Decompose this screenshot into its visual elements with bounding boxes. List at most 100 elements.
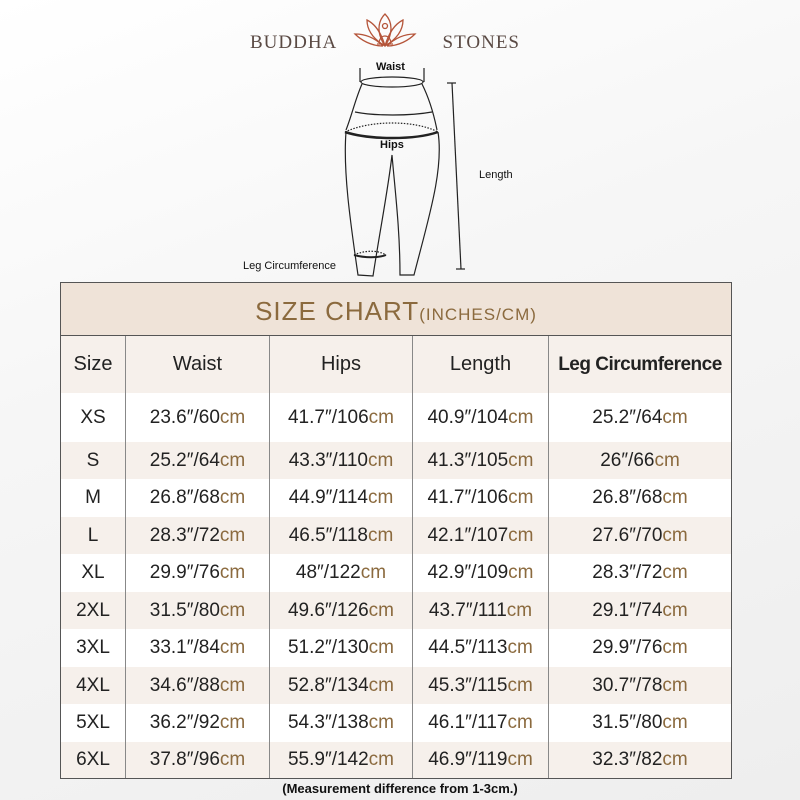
unit-cm: cm (219, 599, 246, 621)
table-row: 3XL 33.1″/84 cm 51.2″/130 cm 44.5″/113 cm 29.9″… (61, 629, 731, 667)
unit-cm: cm (219, 562, 246, 583)
length-cell: 42.1″/107 cm (413, 517, 549, 554)
length-value: 46.9″/119 (428, 749, 508, 770)
hips-value: 44.9″/114 (288, 487, 368, 508)
unit-cm: cm (219, 712, 246, 733)
length-value: 41.3″/105 (427, 449, 509, 471)
unit-cm: cm (662, 712, 688, 733)
brand-right: STONES (442, 32, 520, 53)
size-cell: 5XL (61, 704, 126, 742)
unit-cm: cm (219, 487, 246, 508)
hips-value: 43.3″/110 (288, 449, 368, 471)
unit-cm: cm (219, 674, 246, 696)
unit-cm: cm (219, 749, 246, 770)
unit-cm: cm (508, 562, 534, 583)
leg-cell: 31.5″/80 cm (549, 704, 731, 742)
hips-cell: 52.8″/134 cm (270, 667, 413, 704)
waist-value: 23.6″/60 (149, 406, 220, 428)
waist-cell: 28.3″/72 cm (126, 517, 270, 554)
size-cell: M (61, 479, 126, 517)
length-cell: 46.9″/119 cm (413, 742, 549, 778)
hips-cell: 49.6″/126 cm (270, 592, 413, 629)
leg-cell: 32.3″/82 cm (549, 742, 731, 778)
unit-cm: cm (506, 599, 533, 621)
leg-cell: 29.9″/76 cm (549, 629, 731, 667)
unit-cm: cm (507, 712, 533, 733)
table-row: L 28.3″/72 cm 46.5″/118 cm 42.1″/107 cm 27.6″/7… (61, 517, 731, 554)
length-cell: 41.3″/105 cm (413, 442, 549, 479)
waist-cell: 31.5″/80 cm (126, 592, 270, 629)
length-value: 45.3″/115 (428, 674, 508, 696)
waist-value: 29.9″/76 (149, 562, 220, 583)
hips-cell: 41.7″/106 cm (270, 393, 413, 442)
table-row: 2XL 31.5″/80 cm 49.6″/126 cm 43.7″/111 cm 29.1″… (61, 592, 731, 629)
table-row: S 25.2″/64 cm 43.3″/110 cm 41.3″/105 cm 26″/66 c… (61, 442, 731, 479)
unit-cm: cm (507, 637, 533, 658)
unit-cm: cm (662, 487, 688, 508)
waist-value: 25.2″/64 (149, 449, 220, 471)
brand-logo: BUDDHA STONES (250, 13, 520, 56)
length-cell: 40.9″/104 cm (413, 393, 549, 442)
size-cell: 3XL (61, 629, 126, 667)
length-value: 40.9″/104 (427, 406, 509, 428)
waist-value: 26.8″/68 (149, 487, 220, 508)
hips-label: Hips (380, 139, 404, 151)
waist-cell: 34.6″/88 cm (126, 667, 270, 704)
table-title: SIZE CHART(INCHES/CM) (61, 283, 731, 336)
unit-cm: cm (508, 449, 534, 471)
hips-value: 54.3″/138 (287, 712, 369, 733)
length-value: 44.5″/113 (428, 637, 508, 658)
length-value: 41.7″/106 (427, 487, 509, 508)
hips-cell: 54.3″/138 cm (270, 704, 413, 742)
brand-left: BUDDHA (250, 32, 338, 53)
leg-cell: 27.6″/70 cm (549, 517, 731, 554)
unit-cm: cm (368, 637, 394, 658)
hips-value: 48″/122 (295, 562, 361, 583)
unit-cm: cm (368, 599, 394, 621)
waist-value: 33.1″/84 (149, 637, 220, 658)
size-chart-table: SIZE CHART(INCHES/CM) Size Waist Hips Le… (60, 282, 732, 779)
waist-label: Waist (376, 61, 405, 73)
hips-value: 55.9″/142 (287, 749, 369, 770)
hips-cell: 44.9″/114 cm (270, 479, 413, 517)
unit-cm: cm (662, 406, 688, 428)
waist-cell: 33.1″/84 cm (126, 629, 270, 667)
lotus-icon (353, 13, 417, 48)
length-cell: 41.7″/106 cm (413, 479, 549, 517)
unit-cm: cm (368, 406, 394, 428)
waist-value: 31.5″/80 (149, 599, 220, 621)
unit-cm: cm (507, 674, 533, 696)
waist-value: 34.6″/88 (149, 674, 220, 696)
size-cell: 4XL (61, 667, 126, 704)
length-value: 43.7″/111 (428, 599, 507, 621)
leg-value: 25.2″/64 (592, 406, 663, 428)
leg-value: 32.3″/82 (592, 749, 663, 770)
hips-value: 49.6″/126 (287, 599, 369, 621)
hips-value: 51.2″/130 (287, 637, 369, 658)
unit-cm: cm (662, 637, 688, 658)
table-header-row: Size Waist Hips Length Leg Circumference (61, 336, 731, 393)
unit-cm: cm (662, 599, 688, 621)
table-row: 5XL 36.2″/92 cm 54.3″/138 cm 46.1″/117 cm 31.5″… (61, 704, 731, 742)
leg-value: 27.6″/70 (592, 524, 663, 546)
header-hips: Hips (270, 336, 413, 393)
hips-value: 52.8″/134 (287, 674, 369, 696)
pants-diagram (344, 68, 465, 277)
unit-cm: cm (368, 712, 394, 733)
size-cell: XL (61, 554, 126, 592)
leg-value: 30.7″/78 (592, 674, 663, 696)
hips-cell: 43.3″/110 cm (270, 442, 413, 479)
leg-value: 26″/66 (600, 449, 655, 471)
leg-cell: 29.1″/74 cm (549, 592, 731, 629)
size-cell: L (61, 517, 126, 554)
unit-cm: cm (367, 449, 394, 471)
leg-cell: 25.2″/64 cm (549, 393, 731, 442)
unit-cm: cm (368, 749, 394, 770)
waist-cell: 37.8″/96 cm (126, 742, 270, 778)
header-length: Length (413, 336, 549, 393)
unit-cm: cm (662, 749, 688, 770)
table-row: XS 23.6″/60 cm 41.7″/106 cm 40.9″/104 cm 25.2″/… (61, 393, 731, 442)
leg-value: 26.8″/68 (592, 487, 663, 508)
leg-cell: 28.3″/72 cm (549, 554, 731, 592)
unit-cm: cm (219, 524, 246, 546)
